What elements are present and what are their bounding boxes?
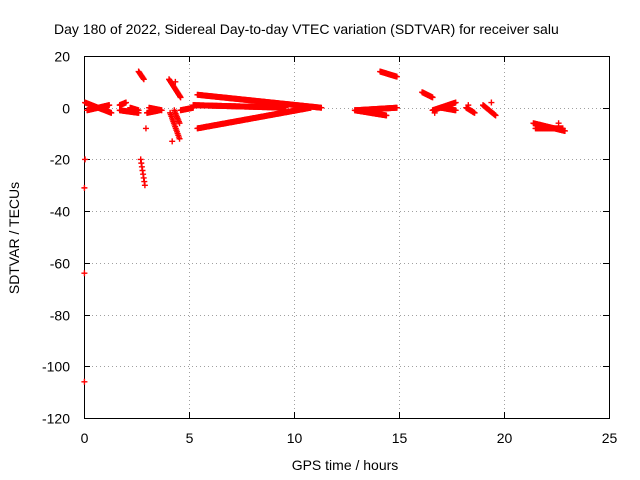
y-tick-label: -60 — [50, 256, 70, 272]
y-tick-labels: 20 0 -20 -40 -60 -80 -100 -120 — [42, 49, 70, 427]
data-point — [465, 102, 472, 109]
data-point — [123, 99, 129, 106]
x-tick-labels: 0 5 10 15 20 25 — [81, 430, 618, 446]
plot-frame — [84, 56, 610, 419]
y-tick-label: 20 — [54, 49, 70, 65]
x-axis-label: GPS time / hours — [292, 457, 399, 473]
data-point — [108, 109, 115, 116]
data-point — [429, 94, 436, 101]
data-point — [492, 112, 499, 119]
x-tick-label: 15 — [392, 430, 408, 446]
data-point — [488, 99, 495, 106]
y-tick-label: -20 — [50, 152, 70, 168]
data-points — [81, 68, 568, 385]
data-point — [452, 99, 459, 106]
data-point — [452, 107, 459, 114]
data-point — [135, 107, 142, 114]
data-point — [307, 104, 314, 111]
data-point — [81, 184, 88, 191]
data-point — [81, 378, 88, 385]
chart-title: Day 180 of 2022, Sidereal Day-to-day VTE… — [54, 21, 559, 37]
data-point — [471, 109, 478, 116]
data-point — [142, 125, 149, 132]
data-point — [318, 104, 325, 111]
data-point — [82, 156, 89, 163]
x-tick-label: 10 — [287, 430, 303, 446]
data-point — [559, 125, 566, 132]
data-point — [431, 109, 438, 116]
data-point — [393, 104, 400, 111]
data-point — [172, 78, 179, 85]
data-point — [177, 94, 184, 101]
data-point — [176, 120, 183, 127]
data-point — [555, 120, 562, 127]
data-point — [106, 102, 113, 109]
data-point — [176, 135, 183, 142]
x-tick-label: 20 — [497, 430, 513, 446]
data-point — [383, 112, 390, 119]
y-tick-label: -100 — [42, 359, 70, 375]
y-tick-label: -120 — [42, 411, 70, 427]
grid-lines — [84, 56, 609, 418]
y-tick-label: 0 — [62, 101, 70, 117]
x-tick-label: 0 — [81, 430, 89, 446]
data-point — [140, 76, 147, 83]
data-point — [169, 138, 176, 145]
y-axis-label: SDTVAR / TECUs — [6, 182, 22, 294]
data-point — [81, 270, 88, 277]
axis-ticks — [84, 56, 610, 419]
y-tick-label: -80 — [50, 308, 70, 324]
x-tick-label: 5 — [186, 430, 194, 446]
x-tick-label: 25 — [602, 430, 618, 446]
data-point — [141, 182, 148, 189]
data-point — [156, 107, 163, 114]
y-tick-label: -40 — [50, 204, 70, 220]
data-point — [393, 73, 400, 80]
